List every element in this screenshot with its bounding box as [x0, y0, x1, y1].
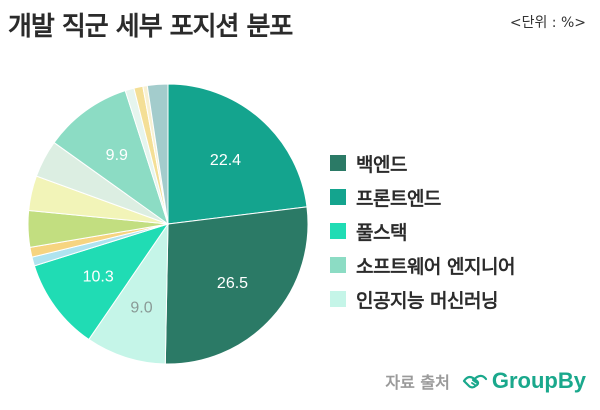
- legend-label: 풀스택: [356, 221, 407, 244]
- legend-item: 인공지능 머신러닝: [330, 282, 515, 316]
- pie-data-label: 22.4: [210, 152, 241, 169]
- pie-slices: [27, 83, 309, 365]
- unit-label: <단위 : %>: [509, 15, 586, 31]
- legend-swatch: [330, 155, 346, 171]
- pie-data-label: 9.9: [106, 147, 128, 164]
- pie-slice: [88, 222, 169, 365]
- source-label: 자료 출처: [385, 373, 450, 392]
- handshake-icon: [462, 374, 487, 389]
- pie-data-label: 10.3: [83, 269, 114, 286]
- pie-data-label: 9.0: [130, 300, 152, 317]
- chart-title: 개발 직군 세부 포지션 분포: [8, 12, 293, 42]
- brand-logo: GroupBy: [462, 368, 586, 394]
- source-credit: 자료 출처 GroupBy: [385, 368, 586, 394]
- legend-swatch: [330, 291, 346, 307]
- pie-data-labels: 22.4 26.5 9.0 10.3 9.9: [83, 147, 249, 317]
- pie-slice: [167, 83, 308, 225]
- legend-item: 풀스택: [330, 214, 515, 248]
- legend-label: 소프트웨어 엔지니어: [356, 255, 515, 278]
- pie-slice: [53, 90, 169, 226]
- legend-swatch: [330, 223, 346, 239]
- legend-label: 프론트엔드: [356, 187, 441, 210]
- legend-swatch: [330, 257, 346, 273]
- legend-label: 백엔드: [356, 153, 407, 176]
- legend-item: 프론트엔드: [330, 180, 515, 214]
- pie-data-label: 26.5: [217, 275, 248, 292]
- brand-name: GroupBy: [491, 368, 586, 393]
- pie-slice: [146, 83, 169, 225]
- pie-slice: [164, 206, 309, 365]
- legend-item: 소프트웨어 엔지니어: [330, 248, 515, 282]
- legend-item: 백엔드: [330, 146, 515, 180]
- legend-label: 인공지능 머신러닝: [356, 289, 498, 312]
- pie-slice: [33, 223, 170, 341]
- legend-swatch: [330, 189, 346, 205]
